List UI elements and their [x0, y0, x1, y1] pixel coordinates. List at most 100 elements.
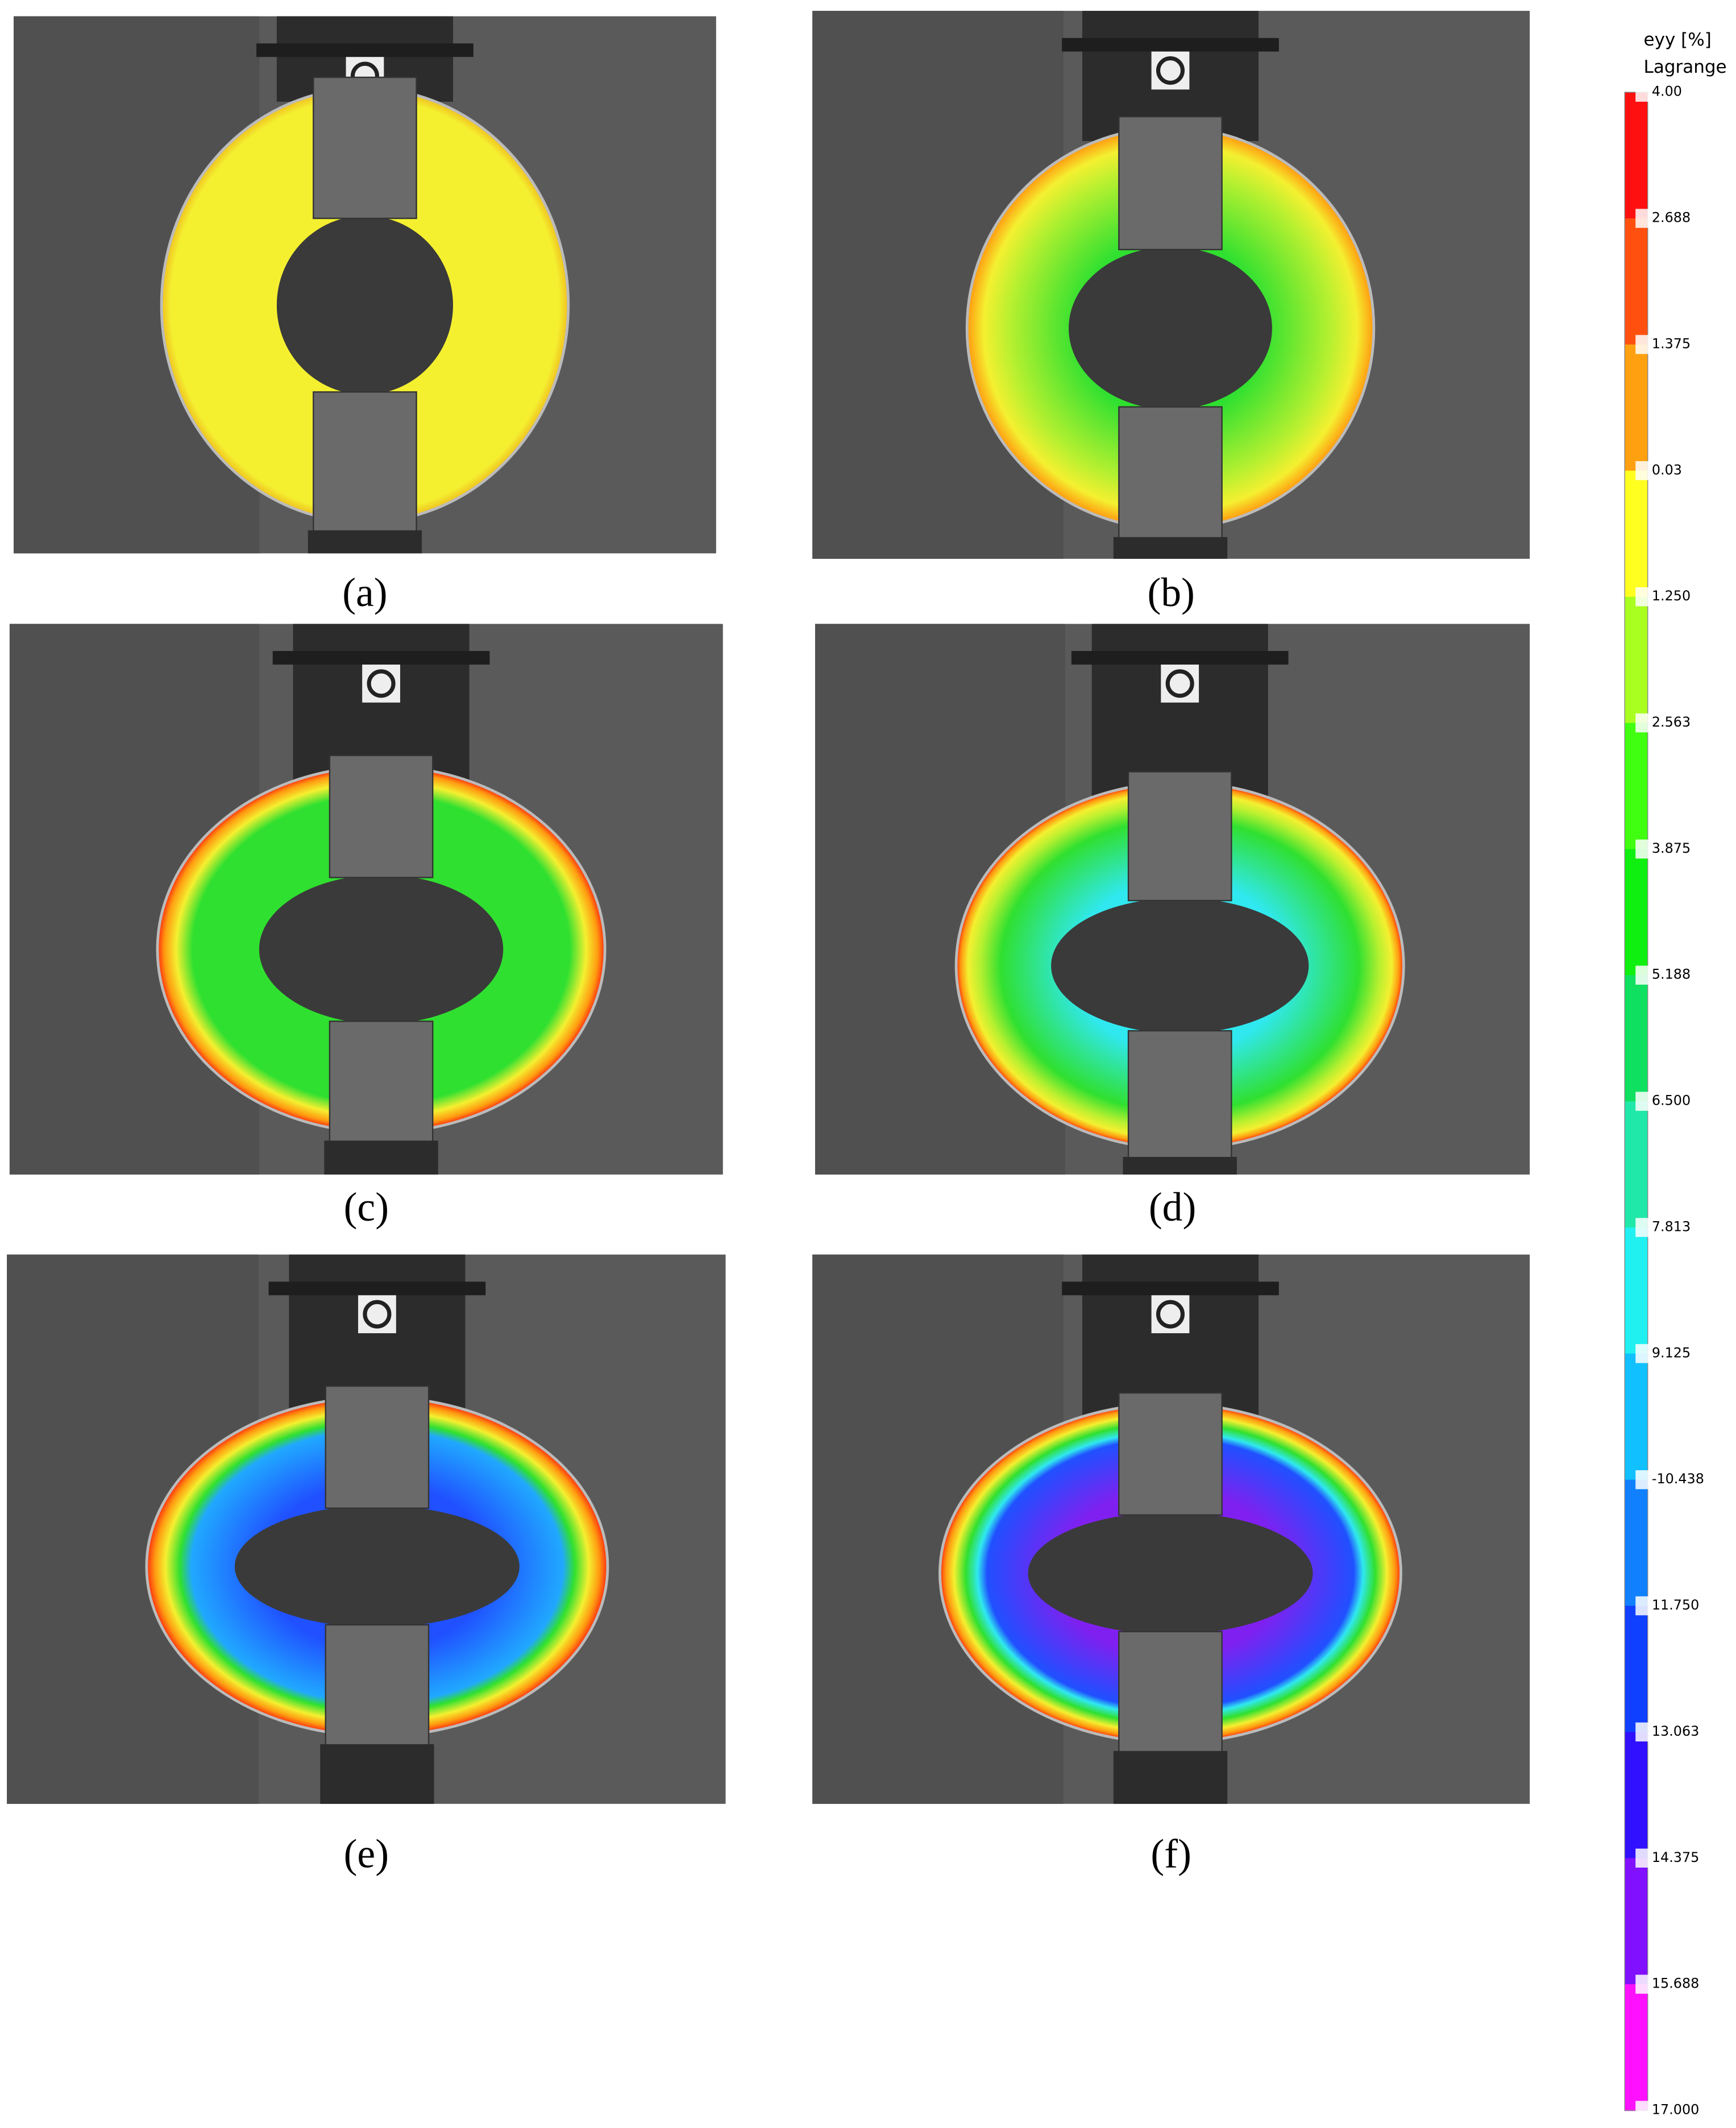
photo-panel [812, 11, 1530, 559]
colorbar-band [1625, 218, 1648, 346]
tick-box [1635, 1722, 1690, 1742]
lower-grip [313, 391, 417, 540]
tick-box [1635, 1848, 1690, 1868]
colorbar-band [1625, 1984, 1648, 2112]
colorbar-band [1625, 723, 1648, 850]
photo-panel [7, 1254, 726, 1804]
colorbar-band [1625, 1101, 1648, 1229]
panel-label: (c) [344, 1185, 389, 1230]
colorbar-band [1625, 344, 1648, 471]
colorbar-band [1625, 1227, 1648, 1355]
tick-box [1635, 1974, 1690, 1994]
photo-panel [815, 624, 1530, 1175]
target-ring [1156, 1300, 1185, 1329]
colorbar-tick-label: 6.500 [1652, 1093, 1691, 1109]
ring-hole [234, 1505, 520, 1628]
upper-grip [325, 1385, 430, 1509]
colorbar-tick-label: 5.188 [1652, 966, 1691, 982]
lower-frame [308, 530, 422, 554]
colorbar-band [1625, 1606, 1648, 1733]
lower-grip [329, 1021, 434, 1150]
colorbar-tick-label: 14.375 [1652, 1849, 1699, 1865]
upper-grip [1118, 1392, 1223, 1516]
colorbar-tick-label: 11.750 [1652, 1597, 1699, 1613]
colorbar-band [1625, 1479, 1648, 1607]
colorbar-band [1625, 975, 1648, 1102]
panel-label: (e) [344, 1832, 389, 1877]
colorbar-tick-label: 2.688 [1652, 210, 1691, 226]
target-ring [367, 669, 396, 698]
colorbar-subtitle: Lagrange [1644, 57, 1727, 77]
colorbar-band [1625, 849, 1648, 976]
loading-frame [1091, 624, 1268, 797]
crosshead [256, 43, 474, 57]
ring-hole [1051, 898, 1309, 1034]
tick-box [1635, 1596, 1690, 1616]
upper-grip [313, 76, 417, 219]
panel-label: (f) [1151, 1832, 1191, 1877]
lower-frame [324, 1140, 438, 1175]
tick-box [1635, 335, 1690, 354]
lower-grip [1118, 406, 1223, 546]
crosshead [272, 651, 490, 665]
tick-box [1635, 1092, 1690, 1111]
tick-box [1635, 839, 1690, 859]
colorbar-band [1625, 470, 1648, 598]
colorbar-band [1625, 1732, 1648, 1859]
tick-box [1635, 1470, 1690, 1490]
lower-grip [1127, 1030, 1232, 1166]
upper-grip [329, 754, 434, 878]
tick-box [1635, 965, 1690, 985]
colorbar-tick-label: 4.00 [1652, 84, 1682, 99]
colorbar-band [1625, 1353, 1648, 1480]
tick-box [1635, 1218, 1690, 1237]
crosshead [1062, 38, 1279, 52]
ring-hole [259, 874, 504, 1024]
colorbar-tick-label: 1.375 [1652, 335, 1691, 351]
crosshead [1062, 1281, 1279, 1296]
panel-label: (b) [1147, 570, 1194, 615]
colorbar-tick-label: 0.03 [1652, 462, 1682, 478]
colorbar-band [1625, 92, 1648, 219]
colorbar-title: eyy [%] [1644, 30, 1712, 50]
tick-box [1635, 82, 1690, 102]
upper-grip [1118, 115, 1223, 251]
target-ring [363, 1300, 392, 1329]
photo-panel [812, 1254, 1530, 1804]
colorbar-tick-label: 17.000 [1652, 2101, 1699, 2117]
colorbar-tick-label: 2.563 [1652, 714, 1691, 730]
crosshead [1071, 651, 1289, 665]
ring-hole [1028, 1512, 1313, 1635]
photo-panel [9, 624, 723, 1175]
lower-frame [320, 1744, 434, 1804]
target-ring [1156, 56, 1185, 85]
colorbar-tick-label: 7.813 [1652, 1218, 1691, 1234]
tick-box [1635, 2101, 1690, 2120]
lower-grip [1118, 1631, 1223, 1760]
colorbar-tick-label: 3.875 [1652, 840, 1691, 856]
ring-hole [276, 215, 454, 395]
ring-hole [1069, 247, 1272, 410]
crosshead [268, 1281, 486, 1296]
upper-grip [1127, 771, 1232, 902]
tick-box [1635, 209, 1690, 228]
lower-grip [325, 1624, 430, 1753]
tick-box [1635, 1344, 1690, 1363]
tick-box [1635, 713, 1690, 733]
colorbar-band [1625, 1858, 1648, 1985]
panel-label: (a) [342, 570, 387, 615]
colorbar-tick-label: -10.438 [1652, 1471, 1704, 1487]
lower-frame [1113, 537, 1228, 559]
tick-box [1635, 461, 1690, 480]
colorbar-tick-label: 1.250 [1652, 588, 1691, 604]
tick-box [1635, 587, 1690, 607]
colorbar-tick-label: 13.063 [1652, 1723, 1699, 1739]
photo-panel [14, 16, 716, 554]
lower-frame [1113, 1750, 1228, 1804]
lower-frame [1123, 1156, 1237, 1175]
target-ring [1165, 669, 1194, 698]
colorbar-tick-label: 9.125 [1652, 1345, 1691, 1360]
colorbar-tick-label: 15.688 [1652, 1976, 1699, 1992]
colorbar-band [1625, 596, 1648, 724]
